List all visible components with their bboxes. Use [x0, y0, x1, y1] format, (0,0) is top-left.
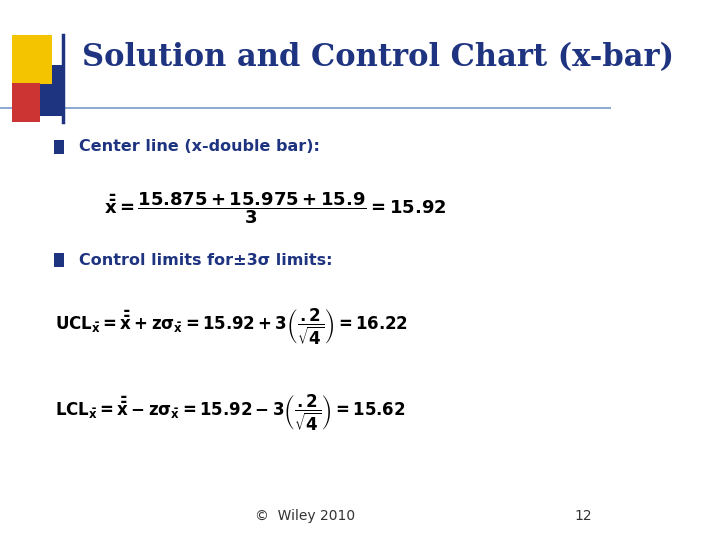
Text: Control limits for±3σ limits:: Control limits for±3σ limits:: [79, 253, 333, 268]
FancyBboxPatch shape: [12, 83, 40, 122]
Text: ©  Wiley 2010: © Wiley 2010: [256, 509, 356, 523]
FancyBboxPatch shape: [54, 140, 63, 154]
Text: $\mathbf{LCL_{\bar{x}} = \bar{\bar{x}} - z\sigma_{\bar{x}} = 15.92 - 3\left(\dfr: $\mathbf{LCL_{\bar{x}} = \bar{\bar{x}} -…: [55, 393, 405, 433]
Text: Center line (x-double bar):: Center line (x-double bar):: [79, 139, 320, 154]
Text: Solution and Control Chart (x-bar): Solution and Control Chart (x-bar): [83, 42, 675, 73]
FancyBboxPatch shape: [30, 65, 65, 116]
Text: $\mathbf{\bar{\bar{x}} = \dfrac{15.875 + 15.975 + 15.9}{3} = 15.92}$: $\mathbf{\bar{\bar{x}} = \dfrac{15.875 +…: [104, 190, 446, 226]
FancyBboxPatch shape: [12, 35, 52, 84]
FancyBboxPatch shape: [54, 253, 63, 267]
Text: $\mathbf{UCL_{\bar{x}} = \bar{\bar{x}} + z\sigma_{\bar{x}} = 15.92 + 3\left(\dfr: $\mathbf{UCL_{\bar{x}} = \bar{\bar{x}} +…: [55, 307, 408, 347]
Text: 12: 12: [575, 509, 593, 523]
